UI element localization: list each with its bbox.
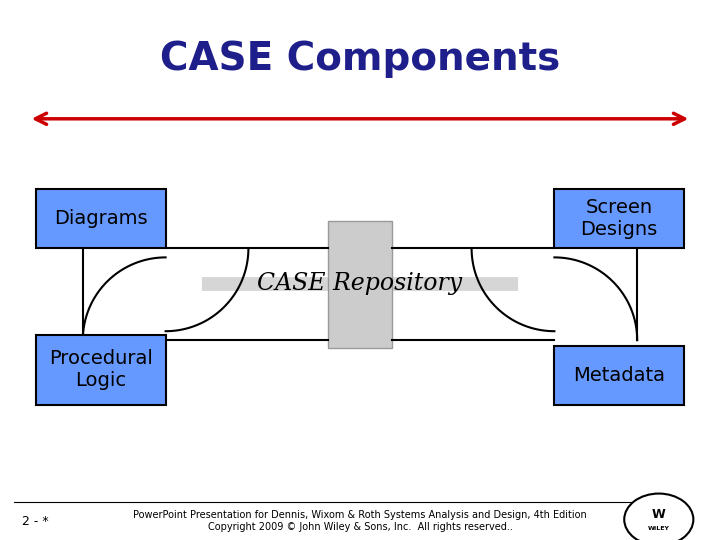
Text: 2 - *: 2 - *: [22, 515, 48, 528]
Bar: [328, 221, 392, 348]
Text: Procedural
Logic: Procedural Logic: [49, 349, 153, 390]
Text: PowerPoint Presentation for Dennis, Wixom & Roth Systems Analysis and Design, 4t: PowerPoint Presentation for Dennis, Wixo…: [133, 510, 587, 532]
Text: CASE Repository: CASE Repository: [258, 272, 462, 295]
FancyBboxPatch shape: [554, 346, 684, 405]
Text: Diagrams: Diagrams: [54, 209, 148, 228]
Text: Metadata: Metadata: [573, 366, 665, 385]
FancyBboxPatch shape: [36, 189, 166, 248]
FancyBboxPatch shape: [36, 335, 166, 405]
Text: CASE Components: CASE Components: [160, 40, 560, 78]
Text: Screen
Designs: Screen Designs: [580, 198, 658, 239]
Circle shape: [624, 494, 693, 540]
FancyBboxPatch shape: [554, 189, 684, 248]
Text: WILEY: WILEY: [648, 525, 670, 531]
Text: W: W: [652, 508, 666, 521]
